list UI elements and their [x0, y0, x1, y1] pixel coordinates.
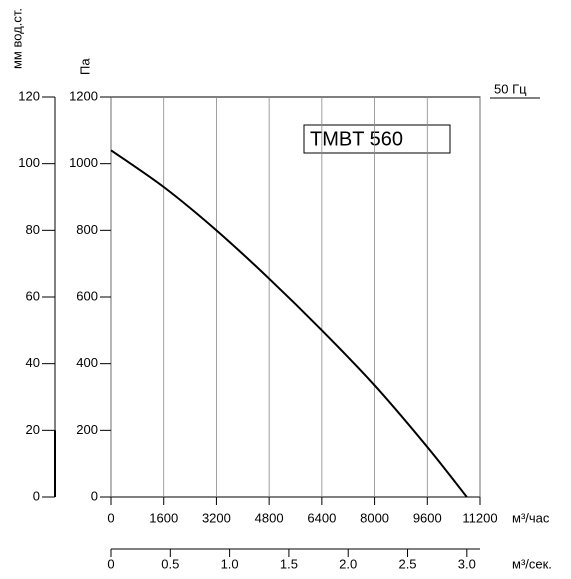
annotation: 50 Гц [494, 81, 527, 96]
x-tick-label: 0 [107, 510, 114, 525]
title-box [303, 124, 451, 154]
y-tick-label: 0 [91, 488, 98, 503]
x-tick-label: 9600 [413, 510, 442, 525]
y-axis-label: Па [77, 58, 92, 75]
y-tick-label: 400 [76, 355, 98, 370]
x2-tick-label: 1.0 [221, 556, 239, 571]
x-tick-label: 4800 [255, 510, 284, 525]
fan-curve [110, 149, 468, 498]
x-tick-label: 6400 [307, 510, 336, 525]
x2-tick-label: 2.5 [398, 556, 416, 571]
y-tick-label: 1000 [69, 155, 98, 170]
y-tick-label: 600 [76, 288, 98, 303]
y-tick-label: 200 [76, 422, 98, 437]
x2-tick-label: 0.5 [161, 556, 179, 571]
y2-tick-label: 80 [26, 222, 40, 237]
x2-tick-label: 0 [107, 556, 114, 571]
x2-tick-label: 3.0 [458, 556, 476, 571]
y2-tick-label: 60 [26, 288, 40, 303]
x-axis-label: м³/час [512, 510, 550, 525]
x-tick-label: 1600 [149, 510, 178, 525]
plot-frame [110, 96, 481, 498]
y-tick-label: 800 [76, 222, 98, 237]
y2-axis-label: мм вод.ст. [9, 8, 24, 69]
x2-axis-label: м³/сек. [512, 556, 552, 571]
y2-tick-label: 20 [26, 422, 40, 437]
x-tick-label: 3200 [202, 510, 231, 525]
x2-tick-label: 1.5 [280, 556, 298, 571]
y-tick-label: 1200 [69, 88, 98, 103]
y2-tick-label: 100 [18, 155, 40, 170]
y2-tick-label: 0 [33, 488, 40, 503]
y2-tick-label: 40 [26, 355, 40, 370]
y2-tick-label: 120 [18, 88, 40, 103]
x-tick-label: 11200 [462, 510, 497, 525]
x-tick-label: 8000 [360, 510, 389, 525]
x2-tick-label: 2.0 [339, 556, 357, 571]
chart-title: TMBT 560 [310, 128, 403, 150]
